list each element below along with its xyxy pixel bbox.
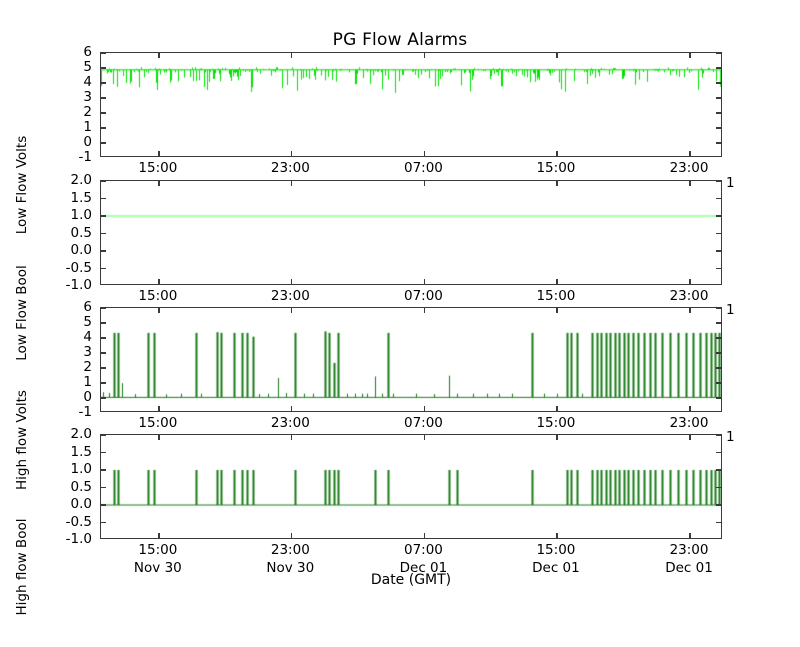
y-tick-label: -1.0 xyxy=(65,531,92,547)
x-tick-label: 23:00 xyxy=(270,542,310,558)
x-tick-label: 07:00 xyxy=(403,415,443,431)
x-tick-label: 15:00 xyxy=(138,415,178,431)
x-tick-label: 23:00 xyxy=(270,415,310,431)
y-tick-label: 1.5 xyxy=(70,443,92,460)
x-tick-date-label: Nov 30 xyxy=(266,560,315,576)
y-tick-label: 6 xyxy=(83,299,92,315)
y-tick-label: 2 xyxy=(83,104,92,120)
y-tick-label: 5 xyxy=(83,59,92,75)
y-tick-label: 1 xyxy=(83,374,92,390)
matplotlib-figure: PG Flow Alarms Low Flow Volts 6 5 4 3 2 1 0 -1 … xyxy=(14,30,735,615)
x-tick-label: 15:00 xyxy=(138,288,178,304)
x-tick-label: 23:00 xyxy=(669,542,709,558)
x-tick-label: 07:00 xyxy=(403,288,443,304)
x-tick-date-label: Dec 01 xyxy=(665,560,713,576)
y-tick-label: 4 xyxy=(83,74,92,90)
y-tick-label: -1.0 xyxy=(65,277,92,293)
y-tick-label: 0.0 xyxy=(70,242,92,258)
x-tick-label: 15:00 xyxy=(138,542,178,558)
y-tick-label: 2.0 xyxy=(70,426,92,442)
y-tick-label: 0 xyxy=(83,389,92,405)
x-tick-label: 15:00 xyxy=(536,160,576,176)
y-tick-label: 5 xyxy=(83,314,92,330)
right-annotation-panel-1: 1 xyxy=(726,175,735,191)
y-tick-label: 1.0 xyxy=(70,461,92,477)
y-tick-label: 0 xyxy=(83,134,92,150)
x-tick-label: 15:00 xyxy=(536,288,576,304)
x-tick-label: 07:00 xyxy=(403,160,443,176)
series-canvas-high-flow-bool xyxy=(101,435,721,538)
x-tick-label: 23:00 xyxy=(270,288,310,304)
x-tick-label: 23:00 xyxy=(669,160,709,176)
y-tick-label: -0.5 xyxy=(65,513,92,530)
plot-panel-high-flow-volts xyxy=(100,307,722,412)
y-tick-label: 0.5 xyxy=(70,478,92,495)
y-tick-label: -1 xyxy=(78,404,92,420)
right-annotation-panel-3: 1 xyxy=(726,429,735,445)
y-tick-label: -1 xyxy=(78,149,92,165)
y-tick-label: 4 xyxy=(83,329,92,345)
plot-panel-low-flow-volts xyxy=(100,52,722,157)
y-tick-label: 3 xyxy=(83,89,92,105)
series-canvas-low-flow-volts xyxy=(101,53,721,156)
y-tick-label: 2.0 xyxy=(70,172,92,188)
y-tick-label: 0.5 xyxy=(70,224,92,241)
x-tick-label: 23:00 xyxy=(669,288,709,304)
chart-title: PG Flow Alarms xyxy=(332,30,468,50)
series-canvas-high-flow-volts xyxy=(101,308,721,411)
x-tick-label: 23:00 xyxy=(270,160,310,176)
x-tick-label: 15:00 xyxy=(536,415,576,431)
x-tick-label: 15:00 xyxy=(138,160,178,176)
y-tick-label: 1.0 xyxy=(70,207,92,223)
x-tick-label: 23:00 xyxy=(669,415,709,431)
plot-panel-high-flow-bool xyxy=(100,434,722,539)
right-annotation-panel-2: 1 xyxy=(726,302,735,318)
series-canvas-low-flow-bool xyxy=(101,181,721,284)
x-tick-date-label: Dec 01 xyxy=(532,560,580,576)
plot-panel-low-flow-bool xyxy=(100,180,722,285)
y-tick-label: 1.5 xyxy=(70,189,92,206)
y-tick-label: 6 xyxy=(83,44,92,60)
y-tick-label: 1 xyxy=(83,119,92,135)
y-tick-label: -0.5 xyxy=(65,259,92,276)
x-axis-label: Date (GMT) xyxy=(370,572,452,588)
y-tick-label: 2 xyxy=(83,359,92,375)
y-tick-label: 0.0 xyxy=(70,496,92,512)
x-tick-label: 07:00 xyxy=(403,542,443,558)
x-tick-date-label: Dec 01 xyxy=(399,560,448,576)
y-tick-label: 3 xyxy=(83,344,92,360)
x-tick-date-label: Nov 30 xyxy=(133,560,182,576)
x-tick-label: 15:00 xyxy=(536,542,576,558)
